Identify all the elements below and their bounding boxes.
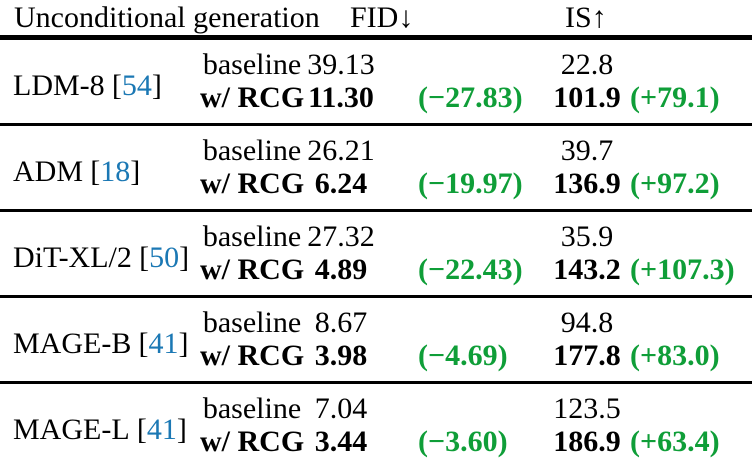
header-method-column: Unconditional generation — [0, 0, 320, 40]
fid-baseline-delta — [378, 295, 548, 339]
is-baseline-delta — [626, 209, 752, 253]
is-rcg-delta: (+63.4) — [630, 425, 720, 458]
variant-label: w/ RCG — [200, 339, 305, 372]
fid-baseline-value: 27.32 — [304, 209, 378, 253]
is-rcg-value: 143.2 — [553, 253, 621, 286]
rcg-row: w/ RCG 3.98 (−4.69) 177.8 (+83.0) — [0, 339, 752, 383]
header-row: Unconditional generation FID↓ IS↑ — [0, 0, 752, 40]
variant-label: baseline — [200, 381, 304, 425]
cite-bracket-close: ] — [178, 327, 189, 360]
baseline-row: MAGE-B [41] baseline 8.67 94.8 — [0, 295, 752, 383]
section-mage-l: MAGE-L [41] baseline 7.04 123.5 w/ RCG 3.… — [0, 381, 752, 464]
is-rcg-value: 177.8 — [553, 339, 621, 372]
rcg-row: w/ RCG 4.89 (−22.43) 143.2 (+107.3) — [0, 253, 752, 297]
is-rcg-value: 136.9 — [553, 167, 621, 200]
citation-link[interactable]: 41 — [146, 413, 177, 446]
rcg-row: w/ RCG 11.30 (−27.83) 101.9 (+79.1) — [0, 81, 752, 125]
cite-bracket-open: [ — [136, 413, 147, 446]
variant-label: baseline — [200, 123, 304, 167]
baseline-row: DiT-XL/2 [50] baseline 27.32 35.9 — [0, 209, 752, 297]
citation-link[interactable]: 50 — [149, 241, 180, 274]
rcg-row: w/ RCG 3.44 (−3.60) 186.9 (+63.4) — [0, 425, 752, 464]
rcg-row: w/ RCG 6.24 (−19.97) 136.9 (+97.2) — [0, 167, 752, 211]
method-cell: LDM-8 [54] — [0, 38, 200, 125]
fid-rcg-delta: (−4.69) — [418, 339, 508, 372]
fid-baseline-value: 7.04 — [304, 381, 378, 425]
section-mage-b: MAGE-B [41] baseline 8.67 94.8 w/ RCG 3.9… — [0, 295, 752, 383]
cite-bracket-close: ] — [176, 413, 187, 446]
is-rcg-delta: (+83.0) — [630, 339, 720, 372]
cite-bracket-open: [ — [138, 327, 149, 360]
section-adm: ADM [18] baseline 26.21 39.7 w/ RCG 6.24 … — [0, 123, 752, 211]
is-baseline-value: 22.8 — [560, 48, 614, 81]
method-name: DiT-XL/2 — [13, 241, 132, 274]
citation-link[interactable]: 41 — [148, 327, 179, 360]
fid-rcg-delta: (−19.97) — [418, 167, 523, 200]
cite-bracket-open: [ — [139, 241, 150, 274]
method-name: MAGE-L — [13, 413, 130, 446]
table-header: Unconditional generation FID↓ IS↑ — [0, 0, 752, 40]
method-name: ADM — [13, 155, 84, 188]
method-cell: ADM [18] — [0, 123, 200, 211]
method-name: MAGE-B — [13, 327, 132, 360]
baseline-row: ADM [18] baseline 26.21 39.7 — [0, 123, 752, 211]
cite-bracket-close: ] — [151, 69, 162, 102]
is-rcg-delta: (+97.2) — [630, 167, 720, 200]
baseline-row: MAGE-L [41] baseline 7.04 123.5 — [0, 381, 752, 464]
is-baseline-delta — [626, 123, 752, 167]
fid-rcg-value: 6.24 — [314, 167, 368, 200]
cite-bracket-close: ] — [130, 155, 141, 188]
variant-label: w/ RCG — [200, 81, 305, 114]
cite-bracket-open: [ — [111, 69, 122, 102]
fid-baseline-value: 8.67 — [304, 295, 378, 339]
fid-rcg-value: 11.30 — [308, 81, 374, 114]
section-dit-xl2: DiT-XL/2 [50] baseline 27.32 35.9 w/ RCG … — [0, 209, 752, 297]
method-cell: MAGE-B [41] — [0, 295, 200, 383]
fid-baseline-value: 39.13 — [307, 48, 375, 81]
variant-label: baseline — [200, 295, 304, 339]
fid-baseline-delta — [378, 38, 548, 82]
fid-rcg-delta: (−27.83) — [418, 81, 523, 114]
variant-label: w/ RCG — [200, 253, 305, 286]
is-baseline-delta — [626, 295, 752, 339]
baseline-row: LDM-8 [54] baseline 39.13 22.8 — [0, 38, 752, 102]
is-baseline-delta — [626, 381, 752, 425]
fid-rcg-value: 3.98 — [314, 339, 368, 372]
header-is-column: IS↑ — [548, 0, 752, 40]
cite-bracket-close: ] — [179, 241, 190, 274]
cite-bracket-open: [ — [90, 155, 101, 188]
is-baseline-value: 123.5 — [548, 381, 626, 425]
fid-rcg-delta: (−3.60) — [418, 425, 508, 458]
fid-baseline-delta — [378, 209, 548, 253]
fid-baseline-delta — [378, 123, 548, 167]
is-rcg-delta: (+79.1) — [630, 81, 720, 114]
variant-label: w/ RCG — [200, 167, 305, 200]
citation-link[interactable]: 18 — [100, 155, 131, 188]
fid-rcg-value: 3.44 — [314, 425, 368, 458]
is-baseline-value: 39.7 — [548, 123, 626, 167]
is-rcg-delta: (+107.3) — [630, 253, 735, 286]
section-ldm8: LDM-8 [54] baseline 39.13 22.8 w/ RCG 11.… — [0, 38, 752, 125]
is-rcg-value: 101.9 — [553, 81, 621, 114]
fid-baseline-delta — [378, 381, 548, 425]
header-fid-column: FID↓ — [304, 0, 548, 40]
is-baseline-delta — [626, 38, 752, 82]
fid-rcg-value: 4.89 — [314, 253, 368, 286]
is-baseline-value: 35.9 — [548, 209, 626, 253]
fid-baseline-value: 26.21 — [304, 123, 378, 167]
method-cell: MAGE-L [41] — [0, 381, 200, 464]
variant-label: w/ RCG — [200, 425, 305, 458]
citation-link[interactable]: 54 — [121, 69, 152, 102]
is-baseline-value: 94.8 — [548, 295, 626, 339]
variant-label: baseline — [200, 209, 304, 253]
fid-rcg-delta: (−22.43) — [418, 253, 523, 286]
is-rcg-value: 186.9 — [553, 425, 621, 458]
method-name: LDM-8 — [13, 69, 105, 102]
method-cell: DiT-XL/2 [50] — [0, 209, 200, 297]
variant-label: baseline — [202, 48, 302, 81]
